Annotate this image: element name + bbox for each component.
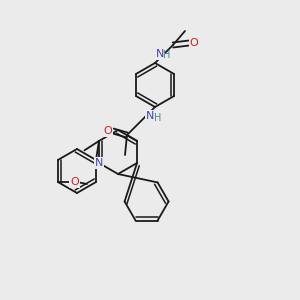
Text: N: N	[156, 49, 164, 59]
Text: O: O	[70, 177, 79, 187]
Text: O: O	[103, 126, 112, 136]
Text: H: H	[163, 50, 171, 60]
Text: N: N	[95, 158, 103, 168]
Text: N: N	[146, 111, 154, 121]
Text: H: H	[154, 113, 162, 123]
Text: O: O	[190, 38, 198, 48]
